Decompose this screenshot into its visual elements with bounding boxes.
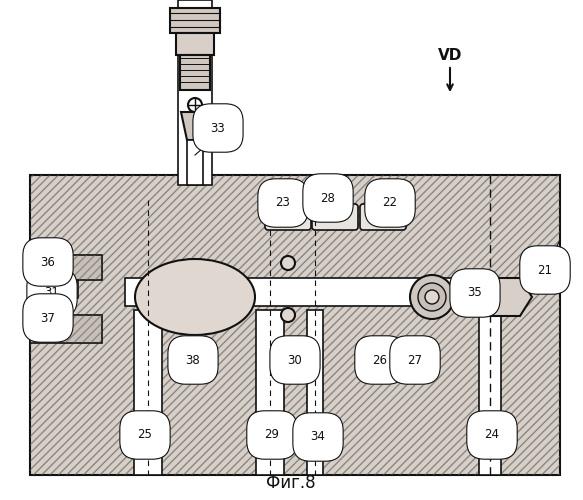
Bar xyxy=(180,55,210,90)
Text: Фиг.8: Фиг.8 xyxy=(266,474,316,492)
Circle shape xyxy=(425,290,439,304)
Text: 31: 31 xyxy=(44,286,59,300)
Text: 33: 33 xyxy=(210,122,226,134)
Text: VD: VD xyxy=(438,48,462,63)
Text: 26: 26 xyxy=(373,354,388,366)
Bar xyxy=(30,175,560,475)
Polygon shape xyxy=(30,280,78,315)
Circle shape xyxy=(410,275,454,319)
Bar xyxy=(30,255,102,280)
Text: 23: 23 xyxy=(276,196,290,209)
Text: 27: 27 xyxy=(408,354,423,366)
FancyBboxPatch shape xyxy=(359,345,401,371)
Bar xyxy=(307,310,323,475)
FancyBboxPatch shape xyxy=(265,204,311,230)
Bar xyxy=(30,175,560,475)
Text: 35: 35 xyxy=(468,286,482,300)
Text: 29: 29 xyxy=(265,428,279,442)
Text: 37: 37 xyxy=(41,312,55,324)
Text: 21: 21 xyxy=(538,264,553,276)
Bar xyxy=(178,0,212,185)
Circle shape xyxy=(281,308,295,322)
Circle shape xyxy=(188,98,202,112)
FancyBboxPatch shape xyxy=(274,345,316,371)
Text: 30: 30 xyxy=(287,354,303,366)
FancyBboxPatch shape xyxy=(172,345,214,371)
FancyBboxPatch shape xyxy=(360,204,406,230)
FancyBboxPatch shape xyxy=(394,345,436,371)
Text: 24: 24 xyxy=(484,428,500,442)
Bar xyxy=(187,140,203,185)
Bar xyxy=(256,310,284,475)
Circle shape xyxy=(418,283,446,311)
Polygon shape xyxy=(181,112,209,140)
Bar xyxy=(479,310,501,475)
Bar xyxy=(134,310,162,475)
Text: 36: 36 xyxy=(41,256,55,268)
Bar xyxy=(176,33,214,55)
Ellipse shape xyxy=(135,259,255,335)
Circle shape xyxy=(281,256,295,270)
FancyBboxPatch shape xyxy=(312,204,358,230)
Bar xyxy=(125,278,515,306)
Text: 22: 22 xyxy=(382,196,398,209)
Bar xyxy=(30,315,102,343)
Bar xyxy=(30,315,102,343)
Text: 38: 38 xyxy=(185,354,201,366)
Text: 34: 34 xyxy=(311,430,325,444)
Text: 25: 25 xyxy=(138,428,152,442)
Bar xyxy=(30,255,102,280)
Polygon shape xyxy=(475,278,532,316)
Text: 28: 28 xyxy=(321,192,335,204)
Bar xyxy=(170,8,220,33)
